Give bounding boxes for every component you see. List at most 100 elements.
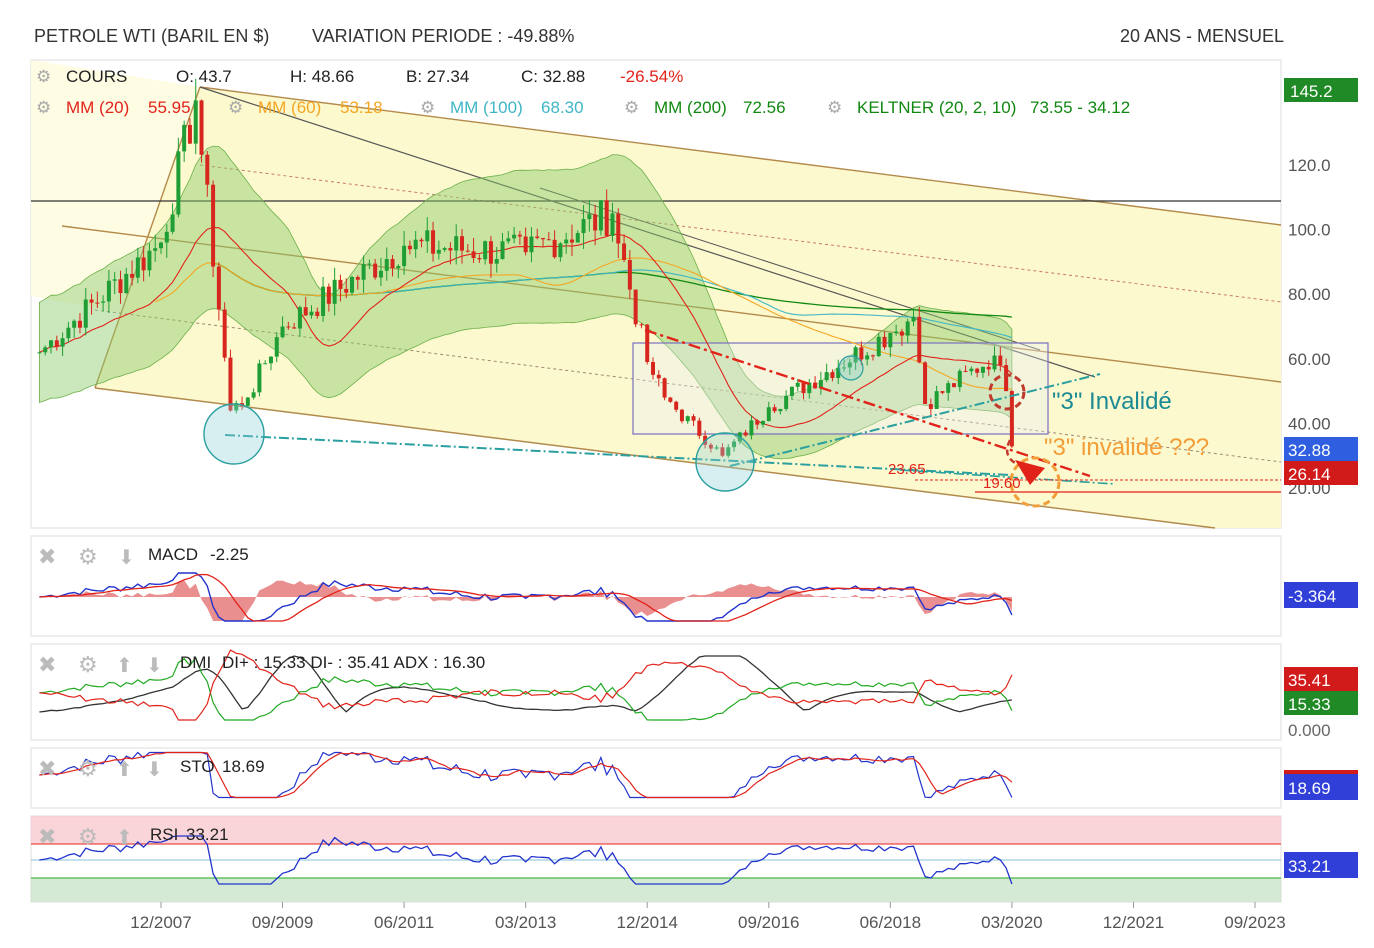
x-tick-label: 09/2016 <box>738 913 799 932</box>
candle-body <box>338 279 343 289</box>
dmi-values: DI+ : 15.33 DI- : 35.41 ADX : 16.30 <box>222 653 485 672</box>
candle-body <box>193 100 198 144</box>
candle-body <box>164 231 169 243</box>
rsi-gear-icon[interactable]: ⚙ <box>78 824 98 849</box>
candle-body <box>708 444 713 449</box>
candle-body <box>569 239 574 243</box>
badge-max <box>1284 78 1358 102</box>
candle-body <box>847 362 852 368</box>
cours-change: -26.54% <box>620 67 683 86</box>
candle-body <box>685 416 690 422</box>
keltner-value: 73.55 - 34.12 <box>1030 98 1130 117</box>
candle-body <box>135 257 140 278</box>
mm60-gear-icon[interactable]: ⚙ <box>228 98 243 117</box>
dmi-label: DMI <box>180 653 211 672</box>
candle-body <box>674 401 679 410</box>
candle-body <box>755 420 760 425</box>
keltner-label: KELTNER (20, 2, 10) <box>857 98 1016 117</box>
candle-body <box>315 311 320 316</box>
candle-body <box>101 301 106 303</box>
candle-body <box>899 331 904 336</box>
macd-gear-icon[interactable]: ⚙ <box>78 544 98 569</box>
dmi-down-icon[interactable]: ⬇ <box>146 655 163 677</box>
candle-body <box>998 355 1003 366</box>
candle-body <box>425 230 430 242</box>
cours-gear-icon[interactable]: ⚙ <box>36 67 51 86</box>
candle-body <box>280 326 285 338</box>
candle-body <box>564 239 569 244</box>
mm200-gear-icon[interactable]: ⚙ <box>624 98 639 117</box>
candle-body <box>535 236 540 238</box>
candle-body <box>766 407 771 422</box>
y-tick-label: 120.0 <box>1288 156 1331 175</box>
sto-close-icon[interactable]: ✖ <box>38 756 56 781</box>
sto-gear-icon[interactable]: ⚙ <box>78 756 98 781</box>
candle-body <box>969 368 974 372</box>
candle-body <box>321 286 326 316</box>
candle-body <box>407 245 412 250</box>
mm200-value: 72.56 <box>743 98 786 117</box>
x-tick-label: 09/2023 <box>1224 913 1285 932</box>
candle-body <box>743 432 748 436</box>
candle-body <box>760 421 765 425</box>
candle-body <box>865 355 870 360</box>
sto-up-icon[interactable]: ⬆ <box>116 759 133 781</box>
mm60-label: MM (60) <box>258 98 321 117</box>
candle-body <box>529 236 534 253</box>
candle-body <box>431 230 436 254</box>
dmi-frame <box>30 643 1282 741</box>
candle-body <box>627 259 632 290</box>
candle-body <box>205 154 210 185</box>
candle-body <box>882 336 887 348</box>
macd-close-icon[interactable]: ✖ <box>38 544 56 569</box>
dmi-up-icon[interactable]: ⬆ <box>116 655 133 677</box>
dmi-close-icon[interactable]: ✖ <box>38 652 56 677</box>
candle-body <box>106 280 111 302</box>
candle-body <box>946 383 951 393</box>
macd-down-icon[interactable]: ⬇ <box>118 547 135 569</box>
candle-body <box>390 259 395 269</box>
mm100-gear-icon[interactable]: ⚙ <box>420 98 435 117</box>
candle-body <box>546 239 551 241</box>
mm200-label: MM (200) <box>654 98 727 117</box>
candle-body <box>448 248 453 251</box>
candle-body <box>257 363 262 393</box>
macd-panel: ✖ ⚙ ⬇ MACD -2.25 -3.364 <box>30 535 1358 637</box>
annotation-invalide-2: "3" invalidé ??? <box>1044 434 1209 461</box>
candle-body <box>245 397 250 406</box>
badge-close-text: 32.88 <box>1288 441 1331 460</box>
cours-label: COURS <box>66 67 127 86</box>
candle-body <box>911 316 916 322</box>
rsi-up-icon[interactable]: ⬆ <box>116 827 133 849</box>
sto-down-icon[interactable]: ⬇ <box>146 759 163 781</box>
candle-body <box>367 263 372 265</box>
rsi-close-icon[interactable]: ✖ <box>38 824 56 849</box>
candle-body <box>43 347 48 353</box>
candle-body <box>697 420 702 436</box>
candle-body <box>361 263 366 280</box>
cours-low: B: 27.34 <box>406 67 469 86</box>
badge-low-text: 26.14 <box>1288 465 1331 484</box>
candle-body <box>662 378 667 398</box>
range-rectangle <box>632 342 1049 435</box>
candle-body <box>77 320 82 328</box>
candle-body <box>344 288 349 293</box>
dmi-gear-icon[interactable]: ⚙ <box>78 652 98 677</box>
mm20-gear-icon[interactable]: ⚙ <box>36 98 51 117</box>
price-panel: "3" Invalidé "3" invalidé ??? 23.65 19.6… <box>30 59 1282 529</box>
candle-body <box>616 213 621 244</box>
badge-max-text: 145.2 <box>1290 82 1333 101</box>
dmi-plus-line <box>39 656 1013 721</box>
candle-body <box>859 347 864 360</box>
badge-close <box>1284 437 1358 461</box>
rsi-label: RSI <box>150 825 178 844</box>
candle-body <box>610 213 615 236</box>
candle-body <box>587 214 592 220</box>
period-selector[interactable]: 20 ANS - MENSUEL <box>1120 26 1285 46</box>
y-tick-label: 40.00 <box>1288 414 1331 433</box>
badge-low <box>1284 461 1358 485</box>
candle-body <box>668 397 673 402</box>
mm20-value: 55.95 <box>148 98 191 117</box>
keltner-gear-icon[interactable]: ⚙ <box>827 98 842 117</box>
